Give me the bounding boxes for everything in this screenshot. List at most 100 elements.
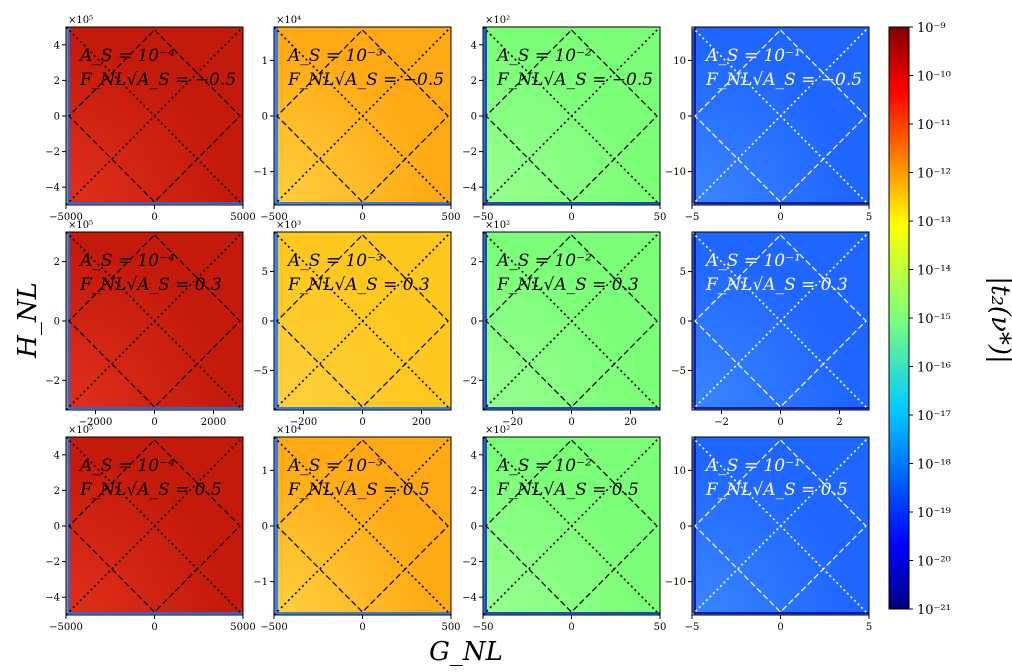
valley-horizontal	[692, 407, 869, 410]
annotation-amplitude: A_S = 10⁻⁴	[78, 46, 175, 66]
valley-vertical	[66, 437, 70, 615]
antidiagonal-dotted	[483, 232, 660, 410]
ridge-vertical	[692, 437, 694, 615]
x-tick-label: 0	[151, 417, 157, 428]
annotation-fnl: F_NL√A_S = 0.3	[79, 275, 222, 295]
y-tick-label: −10	[665, 577, 686, 588]
antidiagonal-dotted	[483, 27, 660, 205]
x-tick-label: −50	[472, 212, 493, 223]
colorbar-tick-label: 10⁻¹⁷	[917, 409, 951, 424]
valley-horizontal	[274, 612, 451, 615]
y-tick-label: 0	[680, 522, 686, 533]
antidiagonal-dotted	[274, 27, 451, 205]
x-tick-label: −5000	[49, 622, 83, 633]
colorbar-label: |t₂(ν*)|	[985, 276, 1012, 363]
y-tick-label: 0	[54, 112, 60, 123]
y-tick-label: 0	[471, 112, 477, 123]
y-tick-label: 0	[262, 317, 268, 328]
heatmap-panel-r0c2: A_S = 10⁻² F_NL√A_S = −0.5 −50 0 50 4 2 0 −2 −4 ×1…	[462, 15, 666, 223]
y-axis-label: H_NL	[13, 282, 43, 359]
x-tick-label: 2000	[201, 417, 226, 428]
valley-vertical	[66, 232, 70, 410]
x-tick-label: 0	[568, 212, 574, 223]
heatmap-panel-r2c2: A_S = 10⁻² F_NL√A_S = 0.5 −50 0 50 4 2 0 −2 −4 ×10…	[462, 425, 666, 633]
valley-horizontal	[692, 612, 869, 615]
y-tick-label: −4	[462, 593, 477, 604]
ridge-vertical	[692, 232, 694, 410]
valley-vertical	[274, 437, 278, 615]
y-tick-label: −1	[253, 577, 268, 588]
y-tick-label: 0	[54, 522, 60, 533]
annotation-amplitude: A_S = 10⁻⁴	[78, 456, 175, 476]
x-tick-label: 50	[654, 212, 667, 223]
y-tick-label: 1	[262, 56, 268, 67]
ridge-vertical	[66, 232, 68, 410]
y-tick-label: 0	[471, 317, 477, 328]
y-tick-label: 2	[54, 76, 60, 87]
x-tick-label: 5000	[230, 212, 255, 223]
heatmap-panel-r0c0: A_S = 10⁻⁴ F_NL√A_S = −0.5 −5000 0 5000 4 2 0 −2…	[45, 15, 255, 223]
x-axis-label: G_NL	[429, 637, 503, 667]
y-tick-label: −2	[462, 376, 477, 387]
annotation-amplitude: A_S = 10⁻⁴	[78, 251, 175, 271]
valley-vertical	[274, 27, 278, 205]
y-tick-label: 4	[471, 450, 477, 461]
y-tick-label: −4	[45, 593, 60, 604]
x-tick-label: 50	[654, 622, 667, 633]
y-axis-multiplier: ×10⁵	[68, 15, 93, 26]
x-tick-label: 0	[359, 212, 365, 223]
valley-vertical	[483, 232, 487, 410]
x-tick-label: 0	[777, 417, 783, 428]
x-tick-label: −2000	[79, 417, 113, 428]
annotation-fnl: F_NL√A_S = 0.3	[287, 275, 430, 295]
y-tick-label: 2	[471, 76, 477, 87]
x-tick-label: −500	[260, 622, 287, 633]
x-tick-label: 200	[412, 417, 431, 428]
valley-vertical	[692, 232, 696, 410]
antidiagonal-dotted	[274, 232, 451, 410]
heatmap-panel-r0c3: A_S = 10⁻¹ F_NL√A_S = −0.5 −5 0 5 10 0 −10	[665, 26, 872, 223]
y-axis-multiplier: ×10²	[485, 220, 510, 231]
y-tick-label: −5	[671, 366, 686, 377]
annotation-fnl: F_NL√A_S = 0.3	[705, 275, 848, 295]
valley-horizontal	[66, 612, 243, 615]
x-tick-label: −5000	[49, 212, 83, 223]
heatmap-panel-r0c1: A_S = 10⁻³ F_NL√A_S = −0.5 −500 0 500 1 0 −1 ×10…	[253, 15, 460, 223]
annotation-amplitude: A_S = 10⁻³	[286, 251, 383, 271]
heatmap-panel-r1c0: A_S = 10⁻⁴ F_NL√A_S = 0.3 −2000 0 2000 2 0 −2 ×1…	[45, 220, 244, 428]
y-tick-label: 10	[673, 466, 686, 477]
valley-horizontal	[483, 407, 660, 410]
x-tick-label: 0	[359, 622, 365, 633]
ridge-vertical	[66, 437, 68, 615]
x-tick-label: 0	[777, 212, 783, 223]
x-tick-label: 500	[441, 212, 460, 223]
y-tick-label: 2	[471, 486, 477, 497]
heatmap-panel-r2c0: A_S = 10⁻⁴ F_NL√A_S = 0.5 −5000 0 5000 4 2 0 −2 −…	[45, 425, 255, 633]
y-tick-label: −2	[45, 147, 60, 158]
valley-vertical	[692, 27, 696, 205]
valley-horizontal	[274, 407, 451, 410]
valley-horizontal	[692, 202, 869, 205]
antidiagonal-dotted	[692, 437, 869, 615]
y-tick-label: 4	[54, 40, 60, 51]
y-axis-multiplier: ×10⁴	[276, 15, 301, 26]
annotation-fnl: F_NL√A_S = −0.5	[705, 70, 862, 90]
x-tick-label: 5	[866, 212, 872, 223]
y-tick-label: 0	[262, 112, 268, 123]
y-tick-label: −1	[253, 167, 268, 178]
y-axis-multiplier: ×10²	[485, 425, 510, 436]
annotation-fnl: F_NL√A_S = −0.5	[496, 70, 653, 90]
y-tick-label: −10	[665, 167, 686, 178]
valley-horizontal	[66, 407, 243, 410]
y-tick-label: 2	[471, 257, 477, 268]
annotation-amplitude: A_S = 10⁻³	[286, 456, 383, 476]
y-tick-label: −2	[45, 376, 60, 387]
x-tick-label: −500	[260, 212, 287, 223]
y-tick-label: −4	[45, 183, 60, 194]
y-tick-label: 5	[680, 267, 686, 278]
colorbar-gradient	[888, 26, 910, 610]
colorbar-tick-label: 10⁻¹³	[917, 215, 951, 230]
ridge-vertical	[274, 437, 276, 615]
ridge-vertical	[274, 232, 276, 410]
